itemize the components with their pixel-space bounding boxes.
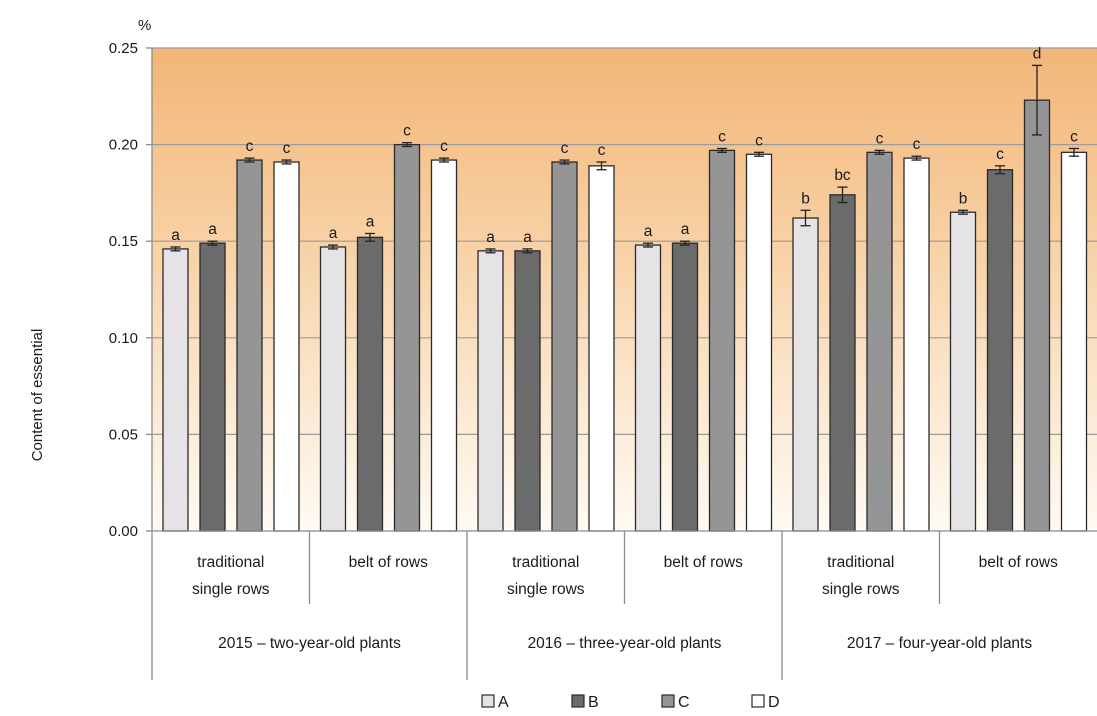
significance-label: a (523, 229, 532, 246)
legend: A B C D (481, 694, 780, 711)
axes (146, 47, 1097, 680)
category-label: traditional (197, 554, 264, 571)
bar-C-2 (551, 161, 578, 532)
bar-D-5 (1060, 151, 1088, 532)
significance-label: c (283, 140, 291, 157)
bar-A-5 (949, 211, 977, 532)
significance-label: c (755, 132, 763, 149)
significance-label: a (329, 225, 338, 242)
bar-D-3 (745, 153, 773, 532)
significance-label: a (171, 227, 180, 244)
significance-label: c (718, 128, 726, 145)
bar-C-3 (708, 149, 736, 532)
significance-label: c (440, 138, 448, 155)
significance-label: a (366, 213, 375, 230)
significance-label: c (1070, 128, 1078, 145)
significance-label: bc (834, 167, 851, 184)
y-unit-label: % (138, 17, 151, 34)
y-tick-label: 0.05 (109, 426, 138, 443)
category-label: traditional (827, 554, 894, 571)
significance-label: b (959, 190, 968, 207)
bar-A-1 (319, 246, 347, 532)
legend-swatch-B (571, 694, 585, 708)
bar-D-1 (430, 159, 458, 532)
y-tick-label: 0.10 (109, 330, 138, 347)
bar-D-0 (273, 161, 300, 532)
bar-B-0 (199, 242, 226, 532)
y-tick-label: 0.15 (109, 233, 138, 250)
significance-label: d (1033, 45, 1042, 62)
significance-label: c (561, 140, 569, 157)
plot-area-background (152, 48, 1097, 531)
category-label: belt of rows (979, 554, 1059, 571)
bars (162, 64, 1088, 532)
bar-C-1 (393, 143, 421, 532)
y-tick-label: 0.25 (109, 40, 138, 57)
category-label: belt of rows (664, 554, 744, 571)
category-label: single rows (192, 581, 270, 598)
significance-label: c (403, 123, 411, 140)
bar-B-3 (671, 242, 699, 532)
bar-A-0 (162, 248, 189, 532)
group-label: 2017 – four-year-old plants (847, 635, 1033, 652)
bar-B-4 (829, 194, 856, 532)
legend-label-C: C (678, 694, 690, 711)
y-tick-label: 0.20 (109, 137, 138, 154)
bar-C-0 (236, 159, 263, 532)
bar-B-2 (514, 250, 541, 532)
significance-label: c (876, 130, 884, 147)
significance-label: a (208, 221, 217, 238)
y-axis-title: Content of essential (29, 329, 46, 462)
group-label: 2016 – three-year-old plants (528, 635, 722, 652)
significance-label: a (644, 223, 653, 240)
bar-D-4 (903, 157, 930, 532)
significance-label: b (801, 190, 810, 207)
legend-label-A: A (498, 694, 509, 711)
bar-A-4 (792, 217, 819, 532)
bar-A-3 (634, 244, 662, 532)
category-label: single rows (822, 581, 900, 598)
significance-label: c (996, 146, 1004, 163)
category-label: traditional (512, 554, 579, 571)
gridlines (152, 47, 1097, 435)
bar-C-4 (866, 151, 893, 532)
y-tick-label: 0.00 (109, 523, 138, 540)
labels: 0.00 0.05 0.10 0.15 0.20 0.25% Content of esse… (29, 17, 1078, 652)
bar-B-5 (986, 169, 1014, 532)
bar-C-5 (1023, 99, 1051, 532)
legend-swatch-A (481, 694, 495, 708)
category-label: single rows (507, 581, 585, 598)
legend-label-B: B (588, 694, 599, 711)
group-label: 2015 – two-year-old plants (218, 635, 401, 652)
bar-B-1 (356, 236, 384, 532)
significance-label: c (913, 136, 921, 153)
bar-D-2 (588, 165, 615, 532)
legend-swatch-D (751, 694, 765, 708)
significance-label: c (246, 138, 254, 155)
significance-label: a (681, 221, 690, 238)
significance-label: a (486, 229, 495, 246)
category-label: belt of rows (349, 554, 429, 571)
legend-label-D: D (768, 694, 780, 711)
legend-swatch-C (661, 694, 675, 708)
bar-A-2 (477, 250, 504, 532)
significance-label: c (598, 142, 606, 159)
